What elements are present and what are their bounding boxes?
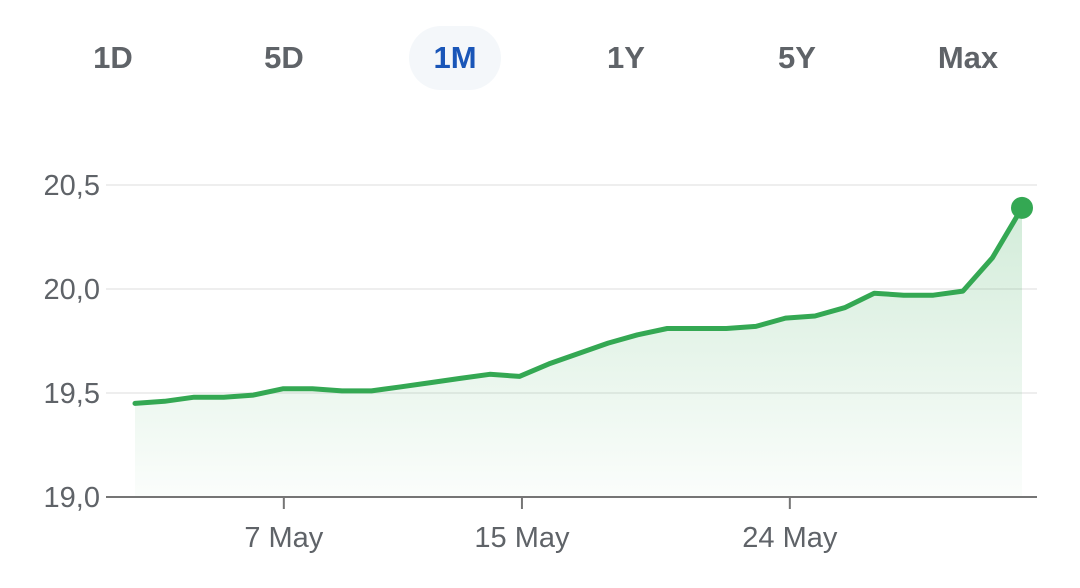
- range-tab-max[interactable]: Max: [937, 40, 999, 75]
- range-tab-5d[interactable]: 5D: [264, 40, 304, 75]
- range-tab-1y[interactable]: 1Y: [607, 40, 645, 75]
- x-tick-label: 24 May: [742, 522, 838, 554]
- y-tick-label: 20,0: [44, 274, 100, 306]
- x-tick-label: 7 May: [244, 522, 323, 554]
- range-tab-5y[interactable]: 5Y: [778, 40, 816, 75]
- range-tab-1d[interactable]: 1D: [93, 40, 133, 75]
- series-area: [135, 207, 1022, 497]
- series-line: [132, 205, 1025, 406]
- y-tick-label: 19,0: [44, 482, 100, 514]
- x-tick-label: 15 May: [474, 522, 570, 554]
- last-point-marker[interactable]: [1011, 196, 1033, 219]
- range-selector: 1D 5D 1M 1Y 5Y Max: [0, 0, 1080, 110]
- y-tick-label: 20,5: [44, 170, 100, 202]
- range-tab-1m[interactable]: 1M: [409, 26, 501, 90]
- y-tick-label: 19,5: [44, 378, 100, 410]
